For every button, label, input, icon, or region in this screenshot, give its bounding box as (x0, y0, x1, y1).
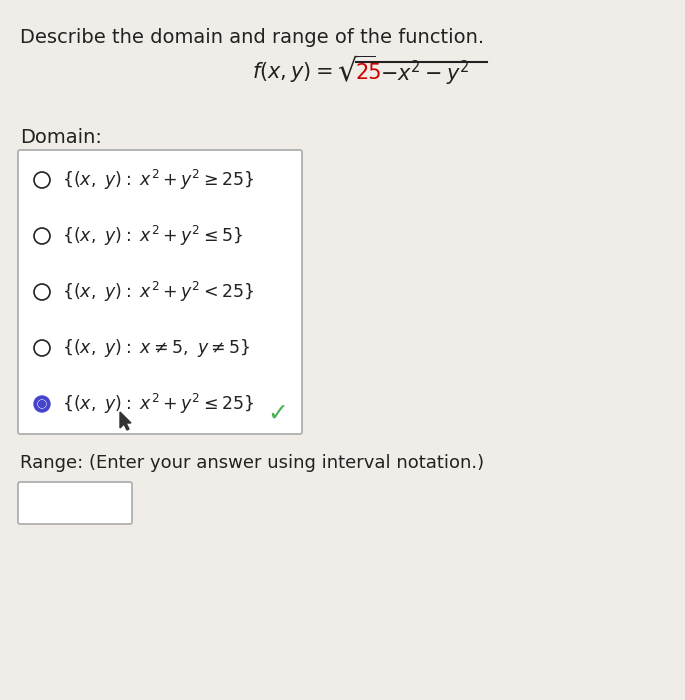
Text: $\{(x,\ y):\ x \neq 5,\ y \neq 5\}$: $\{(x,\ y):\ x \neq 5,\ y \neq 5\}$ (62, 337, 251, 359)
Text: $\{(x,\ y):\ x^2 + y^2 < 25\}$: $\{(x,\ y):\ x^2 + y^2 < 25\}$ (62, 280, 254, 304)
Text: 25: 25 (356, 63, 382, 83)
Text: $\{(x,\ y):\ x^2 + y^2 \geq 25\}$: $\{(x,\ y):\ x^2 + y^2 \geq 25\}$ (62, 168, 254, 192)
Text: Domain:: Domain: (20, 128, 102, 147)
Text: Describe the domain and range of the function.: Describe the domain and range of the fun… (20, 28, 484, 47)
Text: ✓: ✓ (268, 402, 288, 426)
Text: $\{(x,\ y):\ x^2 + y^2 \leq 25\}$: $\{(x,\ y):\ x^2 + y^2 \leq 25\}$ (62, 392, 254, 416)
FancyBboxPatch shape (18, 482, 132, 524)
Circle shape (38, 400, 45, 407)
Text: $\sqrt{\ }$: $\sqrt{\ }$ (337, 56, 376, 88)
Text: $- x^2 - y^2$: $- x^2 - y^2$ (380, 58, 469, 88)
Text: $\{(x,\ y):\ x^2 + y^2 \leq 5\}$: $\{(x,\ y):\ x^2 + y^2 \leq 5\}$ (62, 224, 243, 248)
Polygon shape (120, 412, 131, 430)
Text: Range: (Enter your answer using interval notation.): Range: (Enter your answer using interval… (20, 454, 484, 472)
Text: $f(x, y) = $: $f(x, y) = $ (251, 60, 332, 84)
Circle shape (38, 400, 46, 408)
Circle shape (34, 396, 50, 412)
FancyBboxPatch shape (18, 150, 302, 434)
